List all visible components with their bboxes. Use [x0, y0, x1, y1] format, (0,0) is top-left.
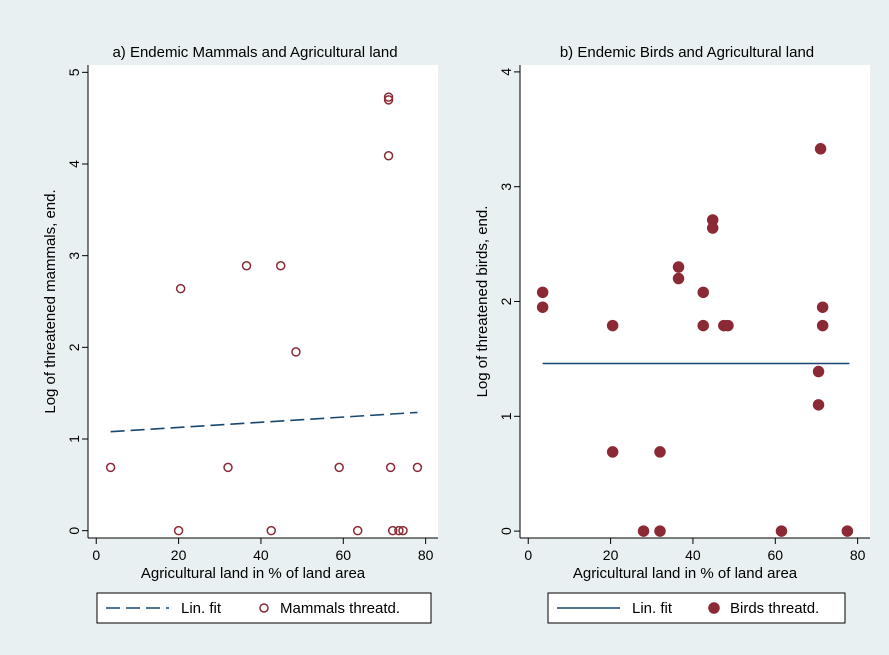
- y-axis-label: Log of threatened birds, end.: [474, 206, 491, 398]
- data-point: [812, 365, 825, 378]
- y-axis-label: Log of threatened mammals, end.: [42, 189, 59, 413]
- x-tick-label: 40: [685, 547, 701, 563]
- data-point: [291, 347, 301, 357]
- y-tick-label: 2: [66, 343, 82, 351]
- data-point: [334, 462, 344, 473]
- data-point: [775, 525, 788, 537]
- y-tick-label: 0: [66, 527, 82, 535]
- x-axis-label: Agricultural land in % of land area: [573, 565, 798, 582]
- data-point: [672, 272, 685, 285]
- data-point: [383, 95, 394, 105]
- data-point: [175, 283, 186, 294]
- data-point: [812, 399, 825, 411]
- x-tick-label: 80: [850, 547, 866, 563]
- y-tick-label: 2: [498, 297, 514, 305]
- legend-label-fit: Lin. fit: [632, 600, 673, 617]
- data-point: [412, 462, 423, 473]
- y-tick-label: 4: [498, 68, 514, 76]
- y-tick-label: 1: [66, 435, 82, 443]
- data-point: [606, 446, 619, 458]
- data-point: [637, 525, 650, 537]
- x-tick-label: 60: [768, 547, 784, 563]
- x-tick-label: 40: [253, 547, 269, 563]
- y-tick-label: 3: [66, 252, 82, 260]
- chart-title: a) Endemic Mammals and Agricultural land: [112, 44, 397, 61]
- data-point: [536, 286, 549, 299]
- x-tick-label: 0: [524, 547, 532, 563]
- data-point: [841, 525, 854, 537]
- fit-line: [110, 411, 418, 433]
- data-point: [387, 525, 398, 536]
- y-tick-label: 5: [66, 68, 82, 76]
- legend-label-points: Birds threatd.: [730, 600, 819, 617]
- x-axis-label: Agricultural land in % of land area: [141, 565, 366, 582]
- data-point: [654, 446, 666, 458]
- x-tick-label: 60: [336, 547, 352, 563]
- data-point: [816, 319, 829, 332]
- x-tick-label: 20: [603, 547, 619, 563]
- panel-birds: b) Endemic Birds and Agricultural land 0 1…: [474, 44, 870, 624]
- data-point: [706, 222, 719, 234]
- data-point: [606, 319, 619, 332]
- data-point: [398, 525, 408, 536]
- y-tick-label: 4: [66, 160, 82, 168]
- data-point: [394, 525, 404, 536]
- y-tick-label: 0: [498, 527, 514, 535]
- legend-marker: [259, 603, 269, 613]
- y-tick-label: 3: [498, 183, 514, 191]
- data-point: [697, 319, 709, 332]
- data-point: [672, 261, 685, 273]
- data-point: [241, 261, 252, 271]
- x-tick-label: 20: [171, 547, 187, 563]
- data-point: [385, 462, 396, 473]
- data-point: [173, 525, 184, 536]
- legend-label-fit: Lin. fit: [181, 600, 222, 617]
- data-point: [223, 462, 233, 473]
- y-tick-label: 1: [498, 412, 514, 420]
- x-tick-label: 0: [92, 547, 100, 563]
- legend-marker: [708, 602, 720, 614]
- data-point: [654, 525, 666, 537]
- data-point: [536, 301, 549, 313]
- data-point: [697, 286, 709, 299]
- plot-area: [520, 65, 870, 538]
- data-point: [383, 151, 394, 161]
- data-point: [275, 261, 286, 271]
- data-point: [722, 319, 734, 332]
- data-point: [816, 301, 829, 313]
- data-point: [383, 92, 394, 102]
- data-point: [352, 525, 363, 536]
- data-point: [105, 462, 116, 473]
- x-tick-label: 80: [418, 547, 434, 563]
- legend-label-points: Mammals threatd.: [280, 600, 400, 617]
- chart-title: b) Endemic Birds and Agricultural land: [560, 44, 814, 61]
- data-point: [814, 143, 827, 155]
- panel-mammals: a) Endemic Mammals and Agricultural land…: [42, 44, 438, 624]
- data-point: [266, 525, 276, 536]
- plot-area: [88, 65, 438, 538]
